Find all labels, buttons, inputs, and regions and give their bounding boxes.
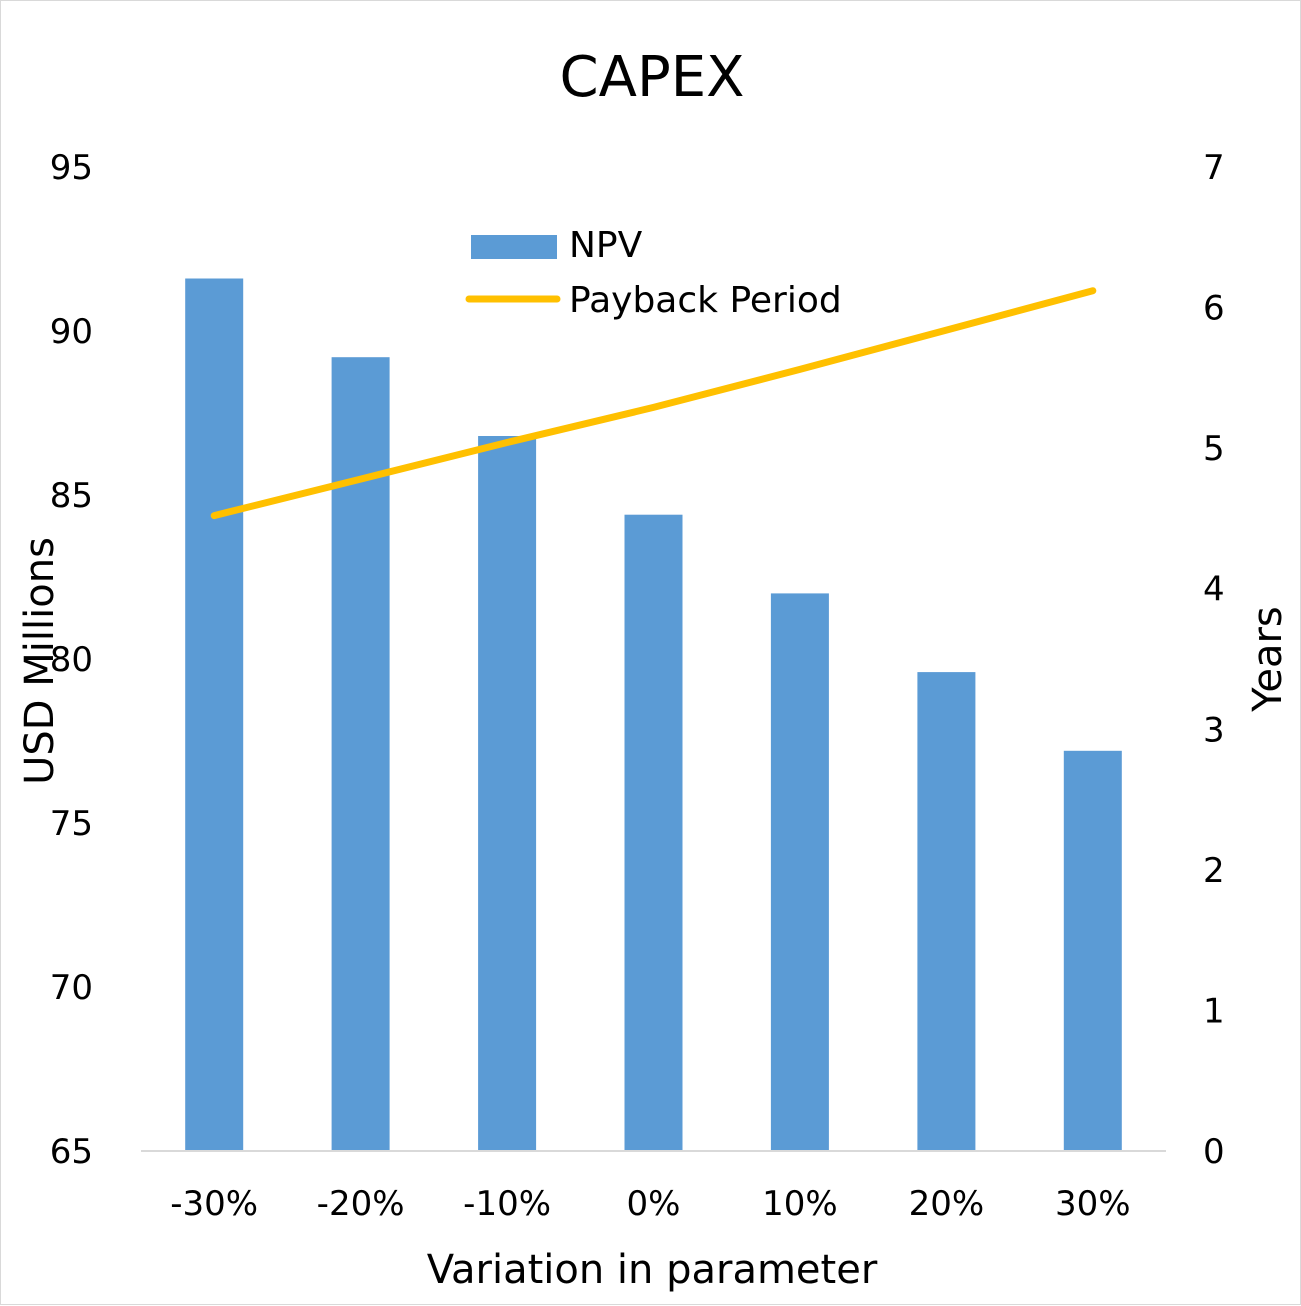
right-tick-label: 5 — [1203, 429, 1225, 469]
left-tick-label: 90 — [50, 312, 93, 352]
right-tick-label: 0 — [1203, 1132, 1225, 1172]
x-tick-label: 20% — [909, 1184, 985, 1224]
right-tick-label: 3 — [1203, 710, 1225, 750]
payback-period-line — [210, 287, 1097, 520]
x-tick-label: 30% — [1055, 1184, 1131, 1224]
legend-payback-label: Payback Period — [569, 280, 842, 321]
right-tick-label: 1 — [1203, 991, 1225, 1031]
right-tick-label: 2 — [1203, 851, 1225, 891]
legend: NPV Payback Period — [465, 225, 842, 321]
right-tick-label: 6 — [1203, 289, 1225, 329]
left-tick-label: 95 — [50, 148, 93, 188]
y-axis-label: USD Millions — [17, 537, 63, 785]
npv-bar--10% — [478, 436, 537, 1151]
right-tick-label: 7 — [1203, 148, 1225, 188]
left-tick-label: 65 — [50, 1132, 93, 1172]
right-tick-label: 4 — [1203, 570, 1225, 610]
left-tick-label: 70 — [50, 968, 93, 1008]
x-tick-label: 10% — [762, 1184, 838, 1224]
x-tick-label: 0% — [627, 1184, 681, 1224]
x-tick-label: -30% — [170, 1184, 258, 1224]
right-axis-ticks: 0 1 2 3 4 5 6 7 — [1203, 148, 1225, 1172]
npv-bar-0% — [624, 514, 683, 1151]
left-axis-ticks: 65 70 75 80 85 90 95 — [50, 148, 93, 1172]
x-axis-ticks: -30% -20% -10% 0% 10% 20% 30% — [170, 1184, 1130, 1224]
x-tick-label: -10% — [463, 1184, 551, 1224]
npv-bar-30% — [1063, 750, 1122, 1151]
npv-bar--30% — [185, 278, 244, 1151]
legend-npv-swatch — [471, 235, 557, 259]
npv-bar--20% — [331, 357, 390, 1151]
npv-bars — [185, 278, 1122, 1151]
legend-npv-label: NPV — [569, 225, 643, 266]
npv-bar-10% — [770, 593, 829, 1151]
left-tick-label: 80 — [50, 640, 93, 680]
chart-title: CAPEX — [560, 45, 745, 110]
x-tick-label: -20% — [317, 1184, 405, 1224]
left-tick-label: 75 — [50, 804, 93, 844]
left-tick-label: 85 — [50, 476, 93, 516]
y2-axis-label: Years — [1245, 606, 1291, 713]
x-axis-label: Variation in parameter — [427, 1247, 878, 1293]
npv-bar-20% — [917, 672, 976, 1151]
